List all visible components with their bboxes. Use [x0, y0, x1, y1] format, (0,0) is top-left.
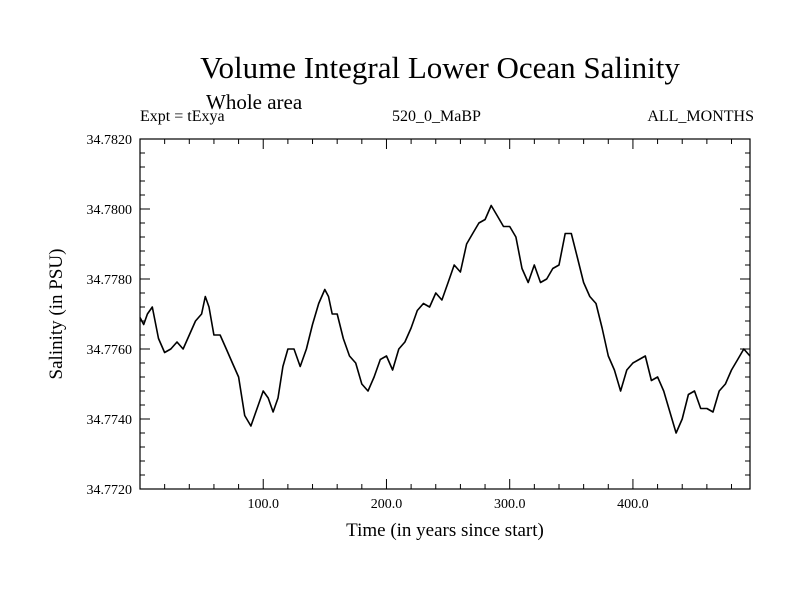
x-tick-label: 300.0 [494, 497, 526, 512]
y-tick-label: 34.7740 [87, 413, 133, 428]
y-tick-label: 34.7760 [87, 343, 133, 358]
chart-title: Volume Integral Lower Ocean Salinity [200, 50, 680, 85]
y-tick-label: 34.7720 [87, 483, 133, 498]
y-tick-label: 34.7800 [87, 203, 133, 218]
x-axis-label: Time (in years since start) [346, 520, 544, 541]
period-annotation: 520_0_MaBP [392, 108, 481, 125]
chart-subtitle: Whole area [206, 90, 303, 114]
salinity-series-line [139, 204, 751, 434]
y-tick-label: 34.7780 [87, 273, 133, 288]
y-axis-label: Salinity (in PSU) [46, 249, 67, 380]
months-annotation: ALL_MONTHS [647, 108, 754, 125]
plot-frame [139, 138, 751, 490]
x-tick-label: 200.0 [371, 497, 403, 512]
x-tick-label: 100.0 [247, 497, 279, 512]
axis-tick-labels: 100.0 200.0 300.0 400.0 34.7720 34.7740 34.776… [87, 133, 649, 512]
y-tick-label: 34.7820 [87, 133, 133, 148]
experiment-annotation: Expt = tExya [140, 108, 225, 125]
axis-ticks [140, 138, 750, 490]
x-tick-label: 400.0 [617, 497, 649, 512]
